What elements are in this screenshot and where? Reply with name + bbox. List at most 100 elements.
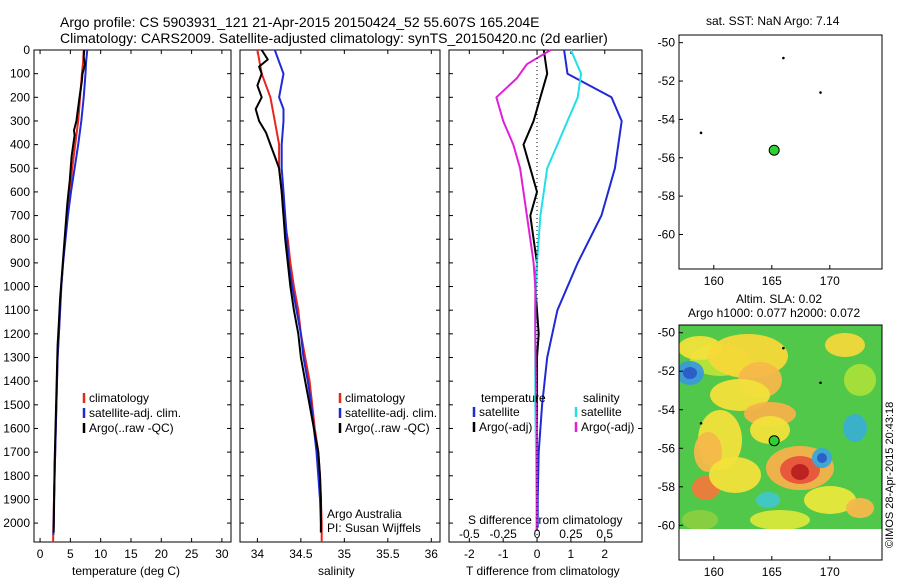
series-line-satelliteadjclim <box>52 49 89 535</box>
x-tick-label: 15 <box>124 547 138 561</box>
legend-entry-label: climatology <box>345 391 405 405</box>
map-y-tick-label: -56 <box>658 441 676 455</box>
heatmap-cell <box>846 498 874 518</box>
legend-entry-label: Argo(-adj) <box>479 420 532 434</box>
heatmap-cell <box>844 364 876 396</box>
legend-entry-label: satellite-adj. clim. <box>89 406 181 420</box>
series-line-argoadj <box>495 49 552 531</box>
heatmap-cell <box>682 510 718 530</box>
depth-tick-label: 400 <box>10 138 30 152</box>
map-x-tick-label: 165 <box>762 565 782 579</box>
sla-map-title-1: Altim. SLA: 0.02 <box>736 292 823 306</box>
depth-tick-label: 1700 <box>3 445 30 459</box>
heatmap-cell <box>750 510 810 530</box>
profile-panel-frame-3 <box>448 49 643 543</box>
map-y-tick-label: -56 <box>658 151 676 165</box>
profile-panel-frame-1 <box>33 49 232 543</box>
x-tick-label: 20 <box>155 547 169 561</box>
depth-tick-label: 500 <box>10 161 30 175</box>
map-y-tick-label: -50 <box>658 36 676 50</box>
sst-map-frame <box>678 34 883 270</box>
sst-map-title: sat. SST: NaN Argo: 7.14 <box>706 14 840 28</box>
salinity-axis-label: salinity <box>318 564 355 578</box>
t-difference-axis-label: T difference from climatology <box>466 564 620 578</box>
profile-panel-frame-2 <box>239 49 441 543</box>
x-tick-label: 0 <box>534 547 541 561</box>
top-x-tick-label: -0.25 <box>489 527 517 541</box>
heatmap-cell <box>709 457 761 493</box>
depth-tick-label: 1200 <box>3 327 30 341</box>
argo-float-marker <box>768 144 780 156</box>
depth-tick-label: 1100 <box>4 303 30 317</box>
map-y-tick-label: -58 <box>658 480 676 494</box>
depth-tick-label: 0 <box>23 43 30 57</box>
series-line-argorawqc <box>254 49 322 533</box>
track-point <box>699 131 703 135</box>
heatmap-cell <box>756 492 780 508</box>
depth-tick-label: 1800 <box>3 469 30 483</box>
x-tick-label: 35.5 <box>376 547 400 561</box>
map-x-tick-label: 160 <box>704 274 724 288</box>
x-tick-label: 0 <box>37 547 44 561</box>
legend-title-temperature: temperature <box>481 391 546 405</box>
heatmap-cell <box>804 486 856 514</box>
series-line-climatology <box>256 49 323 542</box>
x-tick-label: -1 <box>498 547 509 561</box>
depth-tick-label: 900 <box>10 256 30 270</box>
depth-tick-label: 100 <box>10 67 30 81</box>
sla-map-frame <box>678 324 883 561</box>
track-point <box>819 91 822 94</box>
legend-entry-label: climatology <box>89 391 149 405</box>
map-x-tick-label: 160 <box>704 565 724 579</box>
legend-entry-label: satellite-adj. clim. <box>345 406 437 420</box>
legend-entry-label: satellite <box>479 405 520 419</box>
series-line-satelliteadjclim <box>273 49 322 533</box>
series-line-satellite <box>536 49 623 528</box>
s-difference-axis-label: S difference from climatology <box>468 513 623 527</box>
x-tick-label: 2 <box>601 547 608 561</box>
map-y-tick-label: -60 <box>658 518 676 532</box>
heatmap-cell <box>750 416 790 444</box>
heatmap-cell <box>843 414 867 442</box>
credit-annotation-1: Argo Australia <box>327 507 402 521</box>
depth-tick-label: 200 <box>10 90 30 104</box>
argo-float-marker <box>768 435 780 447</box>
legend-entry-label: Argo(..raw -QC) <box>345 421 430 435</box>
legend-entry-label: Argo(-adj) <box>581 420 634 434</box>
map-y-tick-label: -60 <box>658 227 676 241</box>
heatmap-cell <box>694 432 722 472</box>
depth-tick-label: 1400 <box>3 374 30 388</box>
depth-tick-label: 300 <box>10 114 30 128</box>
track-point <box>819 381 822 385</box>
depth-tick-label: 1900 <box>3 492 30 506</box>
x-tick-label: 35 <box>338 547 352 561</box>
map-x-tick-label: 165 <box>762 274 782 288</box>
header-line-2: Climatology: CARS2009. Satellite-adjuste… <box>60 30 608 46</box>
legend-title-salinity: salinity <box>583 391 620 405</box>
legend-entry-label: Argo(..raw -QC) <box>89 421 174 435</box>
x-tick-label: -2 <box>464 547 475 561</box>
heatmap-cell <box>791 464 809 480</box>
x-tick-label: 25 <box>185 547 199 561</box>
series-line-climatology <box>52 49 85 543</box>
heatmap-cell <box>683 367 697 379</box>
x-tick-label: 34.5 <box>289 547 313 561</box>
x-tick-label: 36 <box>425 547 439 561</box>
x-tick-label: 5 <box>67 547 74 561</box>
depth-tick-label: 1000 <box>3 280 30 294</box>
top-x-tick-label: 0 <box>534 527 541 541</box>
depth-tick-label: 2000 <box>3 516 30 530</box>
temperature-axis-label: temperature (deg C) <box>72 564 181 578</box>
map-y-tick-label: -58 <box>658 189 676 203</box>
map-y-tick-label: -52 <box>658 74 676 88</box>
sla-heatmap-field <box>679 325 882 530</box>
depth-tick-label: 1300 <box>3 351 30 365</box>
map-y-tick-label: -54 <box>658 112 676 126</box>
heatmap-cell <box>710 379 770 411</box>
x-tick-label: 30 <box>215 547 229 561</box>
heatmap-cell <box>817 453 827 463</box>
map-x-tick-label: 170 <box>820 274 840 288</box>
track-point <box>782 346 785 350</box>
track-point <box>699 421 703 425</box>
